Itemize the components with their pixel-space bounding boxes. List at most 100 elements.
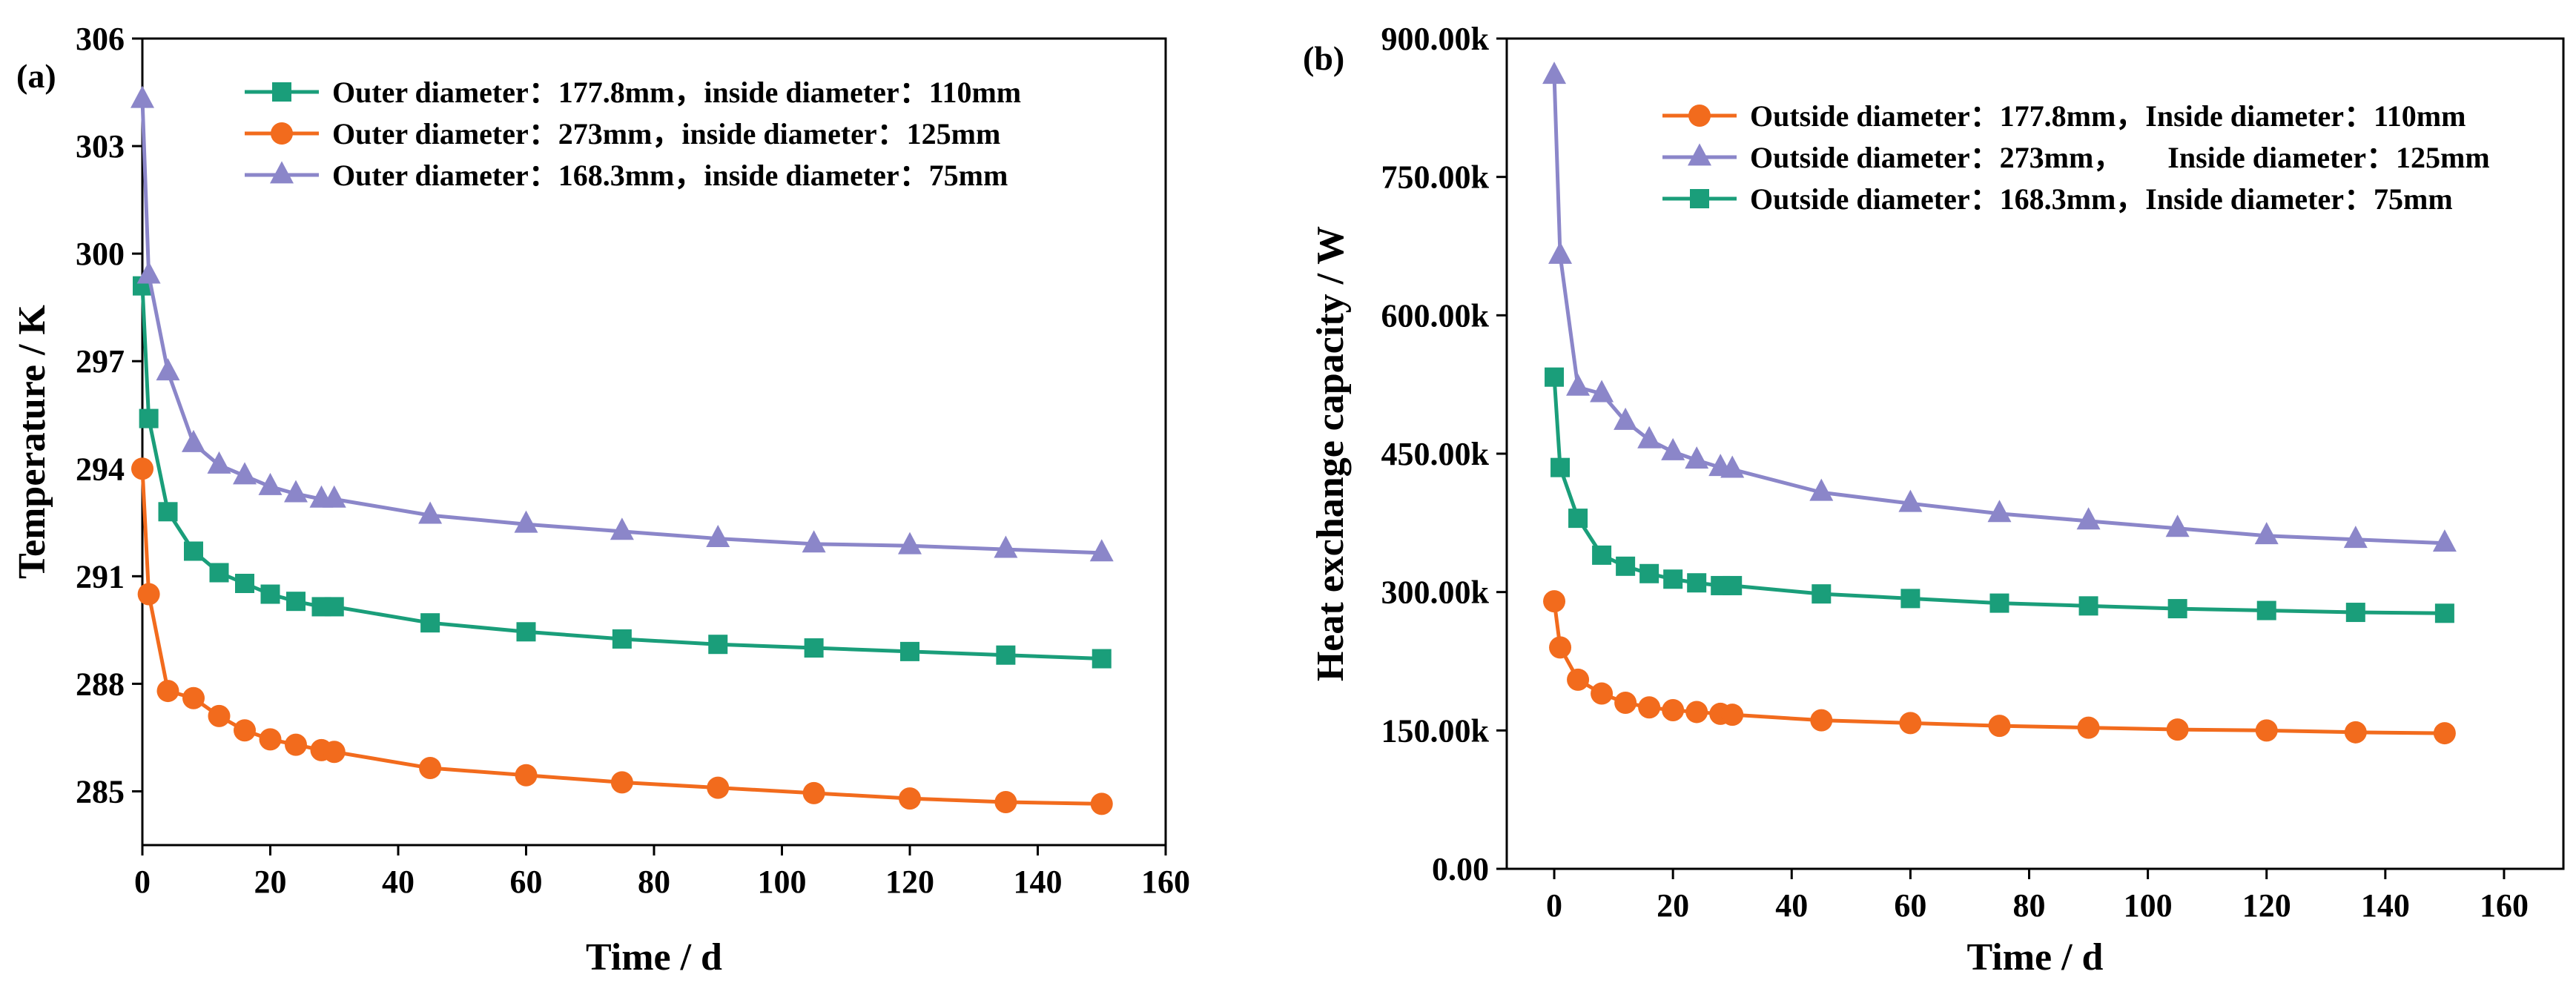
data-point [285,733,307,756]
legend-marker [270,161,294,184]
temperature-chart: 0 20 40 60 80 100 120 140 160 285 288 291 294 297 300 3… [11,21,1190,979]
legend-marker [1690,189,1709,208]
data-point [209,563,229,583]
data-point [2344,721,2367,744]
series-1 [133,276,1112,669]
data-point [1685,701,1708,724]
series-3 [131,85,1114,562]
legend-marker [1688,105,1711,127]
x-tick-label: 140 [2361,887,2410,924]
data-point [258,472,283,495]
data-point [156,358,180,381]
x-axis-title: Time / d [586,936,722,979]
legend-label: Outside diameter：177.8mm，Inside diameter… [1750,99,2466,133]
data-point [2256,600,2276,620]
data-point [1090,792,1113,815]
data-point [207,451,231,474]
y-tick-label: 0.00 [1432,851,1489,887]
y-tick-label: 900.00k [1381,21,1490,57]
data-point [1638,696,1661,719]
data-point [419,757,442,780]
data-point [1685,446,1709,469]
data-point [137,583,160,606]
x-tick-label: 80 [638,864,670,900]
x-tick-label: 40 [1775,887,1808,924]
data-point [420,613,440,633]
series-2 [131,457,1113,815]
legend-label: Outer diameter：177.8mm，inside diameter：1… [332,76,1021,109]
data-point [235,574,254,594]
data-point [2433,722,2456,745]
legend: Outer diameter：177.8mm，inside diameter：1… [245,76,1021,192]
y-tick-label: 300.00k [1381,575,1490,611]
x-tick-label: 80 [2012,887,2045,924]
x-tick-label: 160 [1141,864,1190,900]
data-point [2343,526,2368,549]
data-point [323,741,346,764]
data-point [1549,636,1572,659]
y-tick-label: 291 [76,558,125,595]
data-point [1809,478,1834,501]
data-point [324,597,344,617]
data-point [2076,507,2101,530]
data-point [707,776,730,799]
data-point [1720,455,1745,478]
legend-label: Outer diameter：273mm，inside diameter：125… [332,117,1000,150]
data-point [899,787,921,810]
x-tick-label: 20 [254,864,287,900]
chart-panel-b: 0 20 40 60 80 100 120 140 160 0.00 150.00k 300.00k 4… [1288,0,2576,999]
panel-label: (b) [1303,39,1344,77]
data-point [515,764,538,787]
data-point [286,592,306,612]
data-point [1092,649,1112,669]
panel-label: (a) [16,57,56,95]
data-point [136,261,161,284]
legend-label: Outer diameter：168.3mm，inside diameter：7… [332,159,1008,192]
data-point [1812,584,1832,604]
data-point [1548,241,1573,264]
data-point [156,680,179,703]
chart-panel-a: 0 20 40 60 80 100 120 140 160 285 288 291 294 297 300 3… [0,0,1288,999]
data-point [1616,556,1636,576]
data-point [1550,457,1571,477]
y-axis-title: Temperature / K [11,305,53,579]
data-point [1543,590,1566,613]
data-point [1723,575,1743,595]
data-point [259,728,282,751]
legend-item: Outside diameter：177.8mm，Inside diameter… [1662,99,2466,133]
legend-marker [1688,143,1711,166]
series-3 [1545,367,2454,623]
data-point [900,641,919,661]
data-point [284,480,308,503]
legend-item: Outer diameter：177.8mm，inside diameter：1… [245,76,1021,109]
x-tick-label: 40 [382,864,415,900]
x-tick-label: 160 [2480,887,2529,924]
x-tick-label: 100 [758,864,807,900]
x-tick-label: 60 [510,864,543,900]
data-point [996,645,1016,665]
data-point [1614,407,1638,430]
data-point [322,485,346,508]
data-point [802,530,826,553]
data-point [1590,380,1614,403]
data-point [516,622,536,642]
data-point [1989,593,2009,613]
y-axis-title: Heat exchange capacity / W [1310,226,1352,681]
data-point [234,719,256,742]
data-point [131,457,153,480]
data-point [1661,437,1685,460]
data-point [1592,545,1612,565]
legend-label: Outside diameter：273mm， Inside diameter：… [1750,141,2490,174]
data-point [208,704,231,727]
data-point [139,408,159,428]
data-point [804,638,824,658]
data-point [1988,715,2011,738]
data-point [1987,500,2012,523]
data-point [1721,704,1744,726]
data-point [233,462,257,485]
y-tick-label: 288 [76,666,125,702]
data-point [610,517,634,540]
data-point [2432,529,2457,552]
y-tick-label: 750.00k [1381,159,1490,196]
data-point [2434,603,2454,623]
